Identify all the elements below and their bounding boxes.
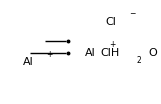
Text: −: −: [129, 10, 135, 19]
Text: O: O: [148, 48, 157, 58]
Text: Al: Al: [23, 57, 33, 67]
Text: Al: Al: [85, 48, 96, 58]
Text: ClH: ClH: [101, 48, 120, 58]
Text: Cl: Cl: [105, 17, 116, 27]
Text: +: +: [109, 40, 115, 49]
Text: +: +: [47, 50, 53, 59]
Text: 2: 2: [137, 56, 141, 65]
